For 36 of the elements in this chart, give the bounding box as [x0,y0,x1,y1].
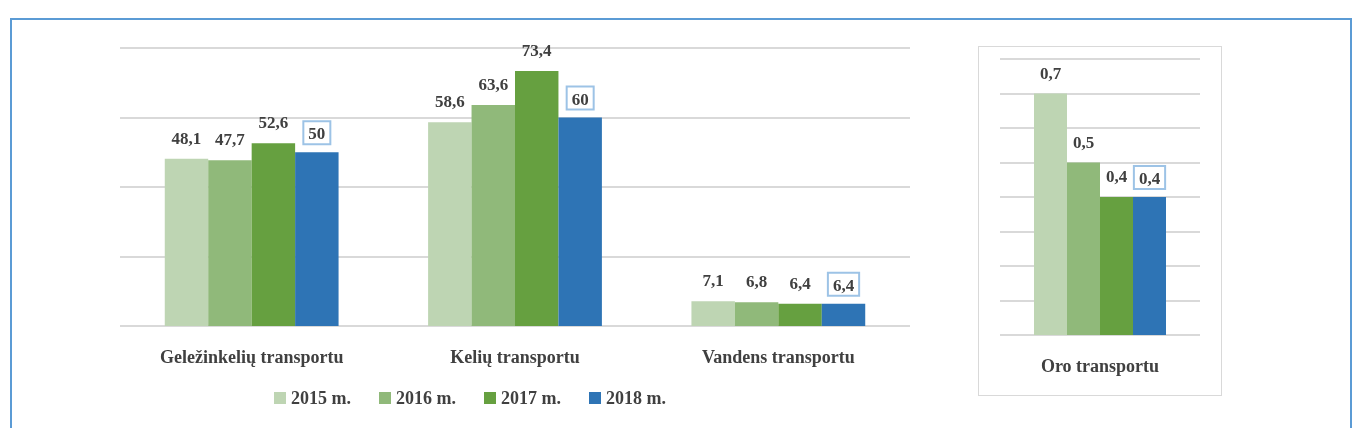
data-label: 48,1 [171,128,202,148]
x-tick-label: Kelių transportu [450,347,580,367]
x-tick-label: Oro transportu [1040,356,1160,376]
data-label: 0,7 [1039,63,1062,83]
bar [251,143,296,326]
data-label: 63,6 [478,74,509,94]
bar [691,301,735,326]
legend-label: 2015 m. [291,388,352,408]
legend-label: 2018 m. [605,388,666,408]
data-label: 52,6 [258,113,289,133]
data-label: 6,4 [789,273,812,293]
legend-label: 2016 m. [396,388,457,408]
bar [428,122,472,326]
bar [295,152,339,326]
bar [164,158,209,326]
data-label: 58,6 [434,92,465,112]
bar [734,302,779,326]
data-label: 0,4 [1138,169,1161,188]
data-label: 50 [308,124,326,144]
data-label: 7,1 [702,271,724,291]
x-tick-label: Vandens transportu [701,347,855,367]
bar [778,303,822,326]
bar [208,160,252,326]
bar [558,117,602,326]
data-label: 47,7 [215,130,246,150]
data-label: 6,8 [745,272,768,292]
data-label: 6,4 [832,275,855,295]
legend-label: 2017 m. [501,388,561,408]
x-tick-label: Geležinkelių transportu [159,347,344,367]
data-label: 0,5 [1072,132,1095,152]
data-label: 73,4 [521,40,553,60]
data-label: 0,4 [1105,167,1128,186]
data-label: 60 [571,89,589,109]
bar [515,70,559,326]
bar [471,104,515,326]
bar [821,303,866,326]
